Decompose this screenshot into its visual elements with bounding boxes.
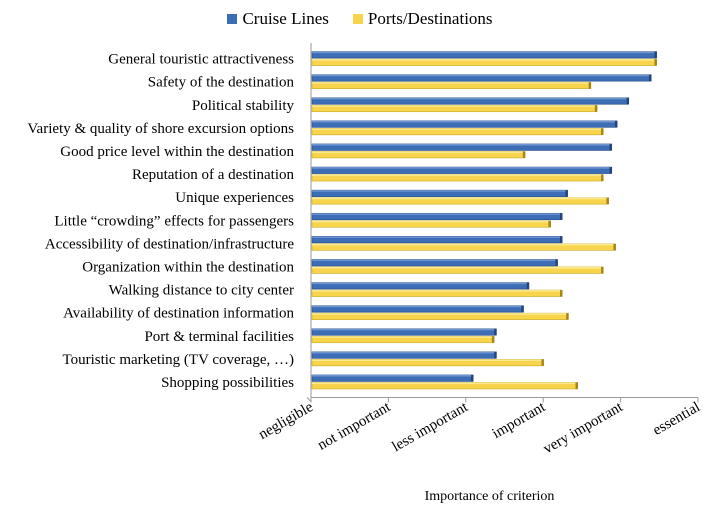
legend-label-ports-destinations: Ports/Destinations bbox=[367, 9, 493, 28]
bar-ports-destinations-11 bbox=[311, 312, 569, 320]
bar-ports-destinations-10 bbox=[311, 289, 563, 297]
category-label: Accessibility of destination/infrastruct… bbox=[45, 236, 294, 252]
bar-cruise-lines-7 bbox=[311, 212, 563, 221]
category-label: Reputation of a destination bbox=[132, 167, 295, 183]
legend-swatch-cruise-lines bbox=[227, 14, 238, 24]
x-tick-label: essential bbox=[650, 399, 703, 439]
bar-cruise-lines-13 bbox=[311, 351, 497, 359]
category-label: Good price level within the destination bbox=[60, 144, 294, 160]
bar-cruise-lines-14 bbox=[311, 374, 474, 382]
category-label: Touristic marketing (TV coverage, …) bbox=[62, 352, 294, 368]
bar-ports-destinations-4 bbox=[311, 151, 526, 159]
bar-cruise-lines-5 bbox=[311, 166, 613, 174]
bar-ports-destinations-14 bbox=[311, 382, 578, 390]
bar-cruise-lines-2 bbox=[311, 97, 630, 105]
legend-item-ports-destinations: Ports/Destinations bbox=[352, 9, 493, 29]
category-label: Safety of the destination bbox=[148, 75, 295, 91]
bar-ports-destinations-2 bbox=[311, 104, 598, 113]
x-tick-label: important bbox=[490, 399, 549, 442]
bar-cruise-lines-9 bbox=[311, 259, 558, 267]
bar-cruise-lines-4 bbox=[311, 143, 613, 151]
category-label: Organization within the destination bbox=[82, 259, 294, 275]
category-label: Walking distance to city center bbox=[109, 283, 294, 299]
category-label: Little “crowding” effects for passengers bbox=[54, 213, 294, 229]
bar-ports-destinations-3 bbox=[311, 128, 604, 136]
category-label: Shopping possibilities bbox=[161, 375, 294, 391]
bar-ports-destinations-5 bbox=[311, 174, 604, 182]
bar-cruise-lines-8 bbox=[311, 236, 563, 244]
category-label: Political stability bbox=[192, 98, 295, 114]
category-label: Unique experiences bbox=[175, 190, 294, 206]
x-tick-label: negligible bbox=[256, 399, 316, 443]
bar-cruise-lines-1 bbox=[311, 74, 652, 82]
bar-ports-destinations-7 bbox=[311, 220, 551, 228]
bar-cruise-lines-3 bbox=[311, 120, 618, 128]
bar-cruise-lines-10 bbox=[311, 282, 530, 290]
category-label: General touristic attractiveness bbox=[108, 52, 294, 68]
x-tick-label: very important bbox=[541, 399, 627, 458]
bar-cruise-lines-6 bbox=[311, 189, 568, 197]
x-axis-label: Importance of criterion bbox=[425, 489, 555, 504]
axes bbox=[306, 43, 698, 402]
legend: Cruise Lines Ports/Destinations bbox=[0, 8, 720, 30]
legend-label-cruise-lines: Cruise Lines bbox=[242, 9, 329, 28]
bar-ports-destinations-13 bbox=[311, 359, 544, 367]
bar-ports-destinations-9 bbox=[311, 266, 604, 274]
bar-ports-destinations-6 bbox=[311, 197, 609, 205]
bar-cruise-lines-11 bbox=[311, 305, 524, 313]
category-label: Port & terminal facilities bbox=[144, 329, 294, 345]
legend-swatch-ports-destinations bbox=[352, 14, 363, 24]
category-label: Availability of destination information bbox=[63, 306, 294, 322]
axis-depth-edge bbox=[306, 397, 312, 402]
category-label: Variety & quality of shore excursion opt… bbox=[27, 121, 294, 137]
category-labels: General touristic attractiveness Safety o… bbox=[27, 52, 294, 391]
bar-ports-destinations-12 bbox=[311, 335, 495, 344]
bar-cruise-lines-12 bbox=[311, 328, 497, 336]
legend-item-cruise-lines: Cruise Lines bbox=[227, 9, 329, 29]
bar-ports-destinations-0 bbox=[311, 58, 657, 66]
x-tick-label: not important bbox=[315, 399, 394, 454]
x-tick-label: less important bbox=[390, 399, 472, 456]
bars bbox=[311, 51, 657, 390]
bar-ports-destinations-1 bbox=[311, 81, 592, 89]
bar-ports-destinations-8 bbox=[311, 243, 616, 251]
bar-cruise-lines-0 bbox=[311, 51, 657, 59]
